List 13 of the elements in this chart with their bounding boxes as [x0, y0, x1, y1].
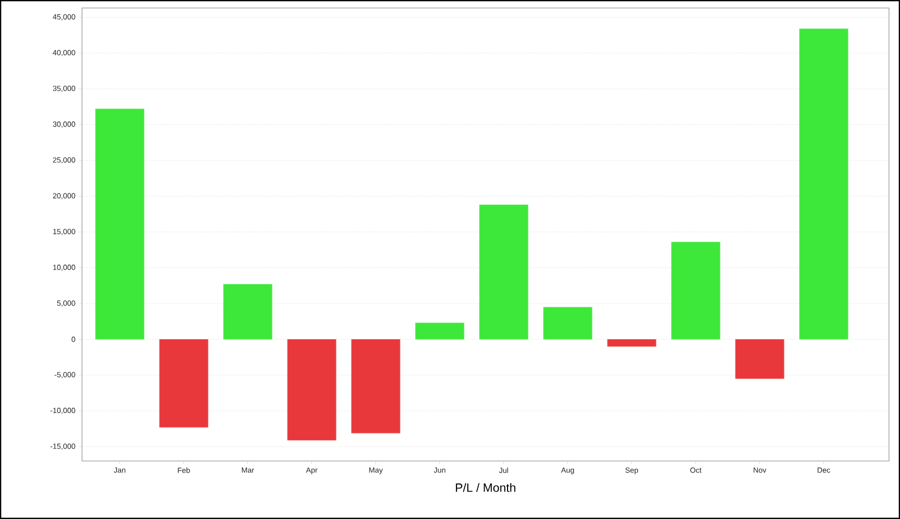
bar	[735, 339, 784, 379]
bar	[607, 339, 656, 347]
bar	[543, 306, 592, 340]
x-axis-title: P/L / Month	[456, 483, 516, 492]
bar	[95, 108, 144, 340]
bar	[415, 322, 464, 340]
bar	[671, 242, 720, 340]
bar	[351, 339, 400, 434]
bar	[159, 339, 208, 428]
bar	[799, 28, 848, 340]
bar	[287, 339, 336, 440]
bar	[479, 204, 528, 340]
bar	[223, 284, 272, 340]
